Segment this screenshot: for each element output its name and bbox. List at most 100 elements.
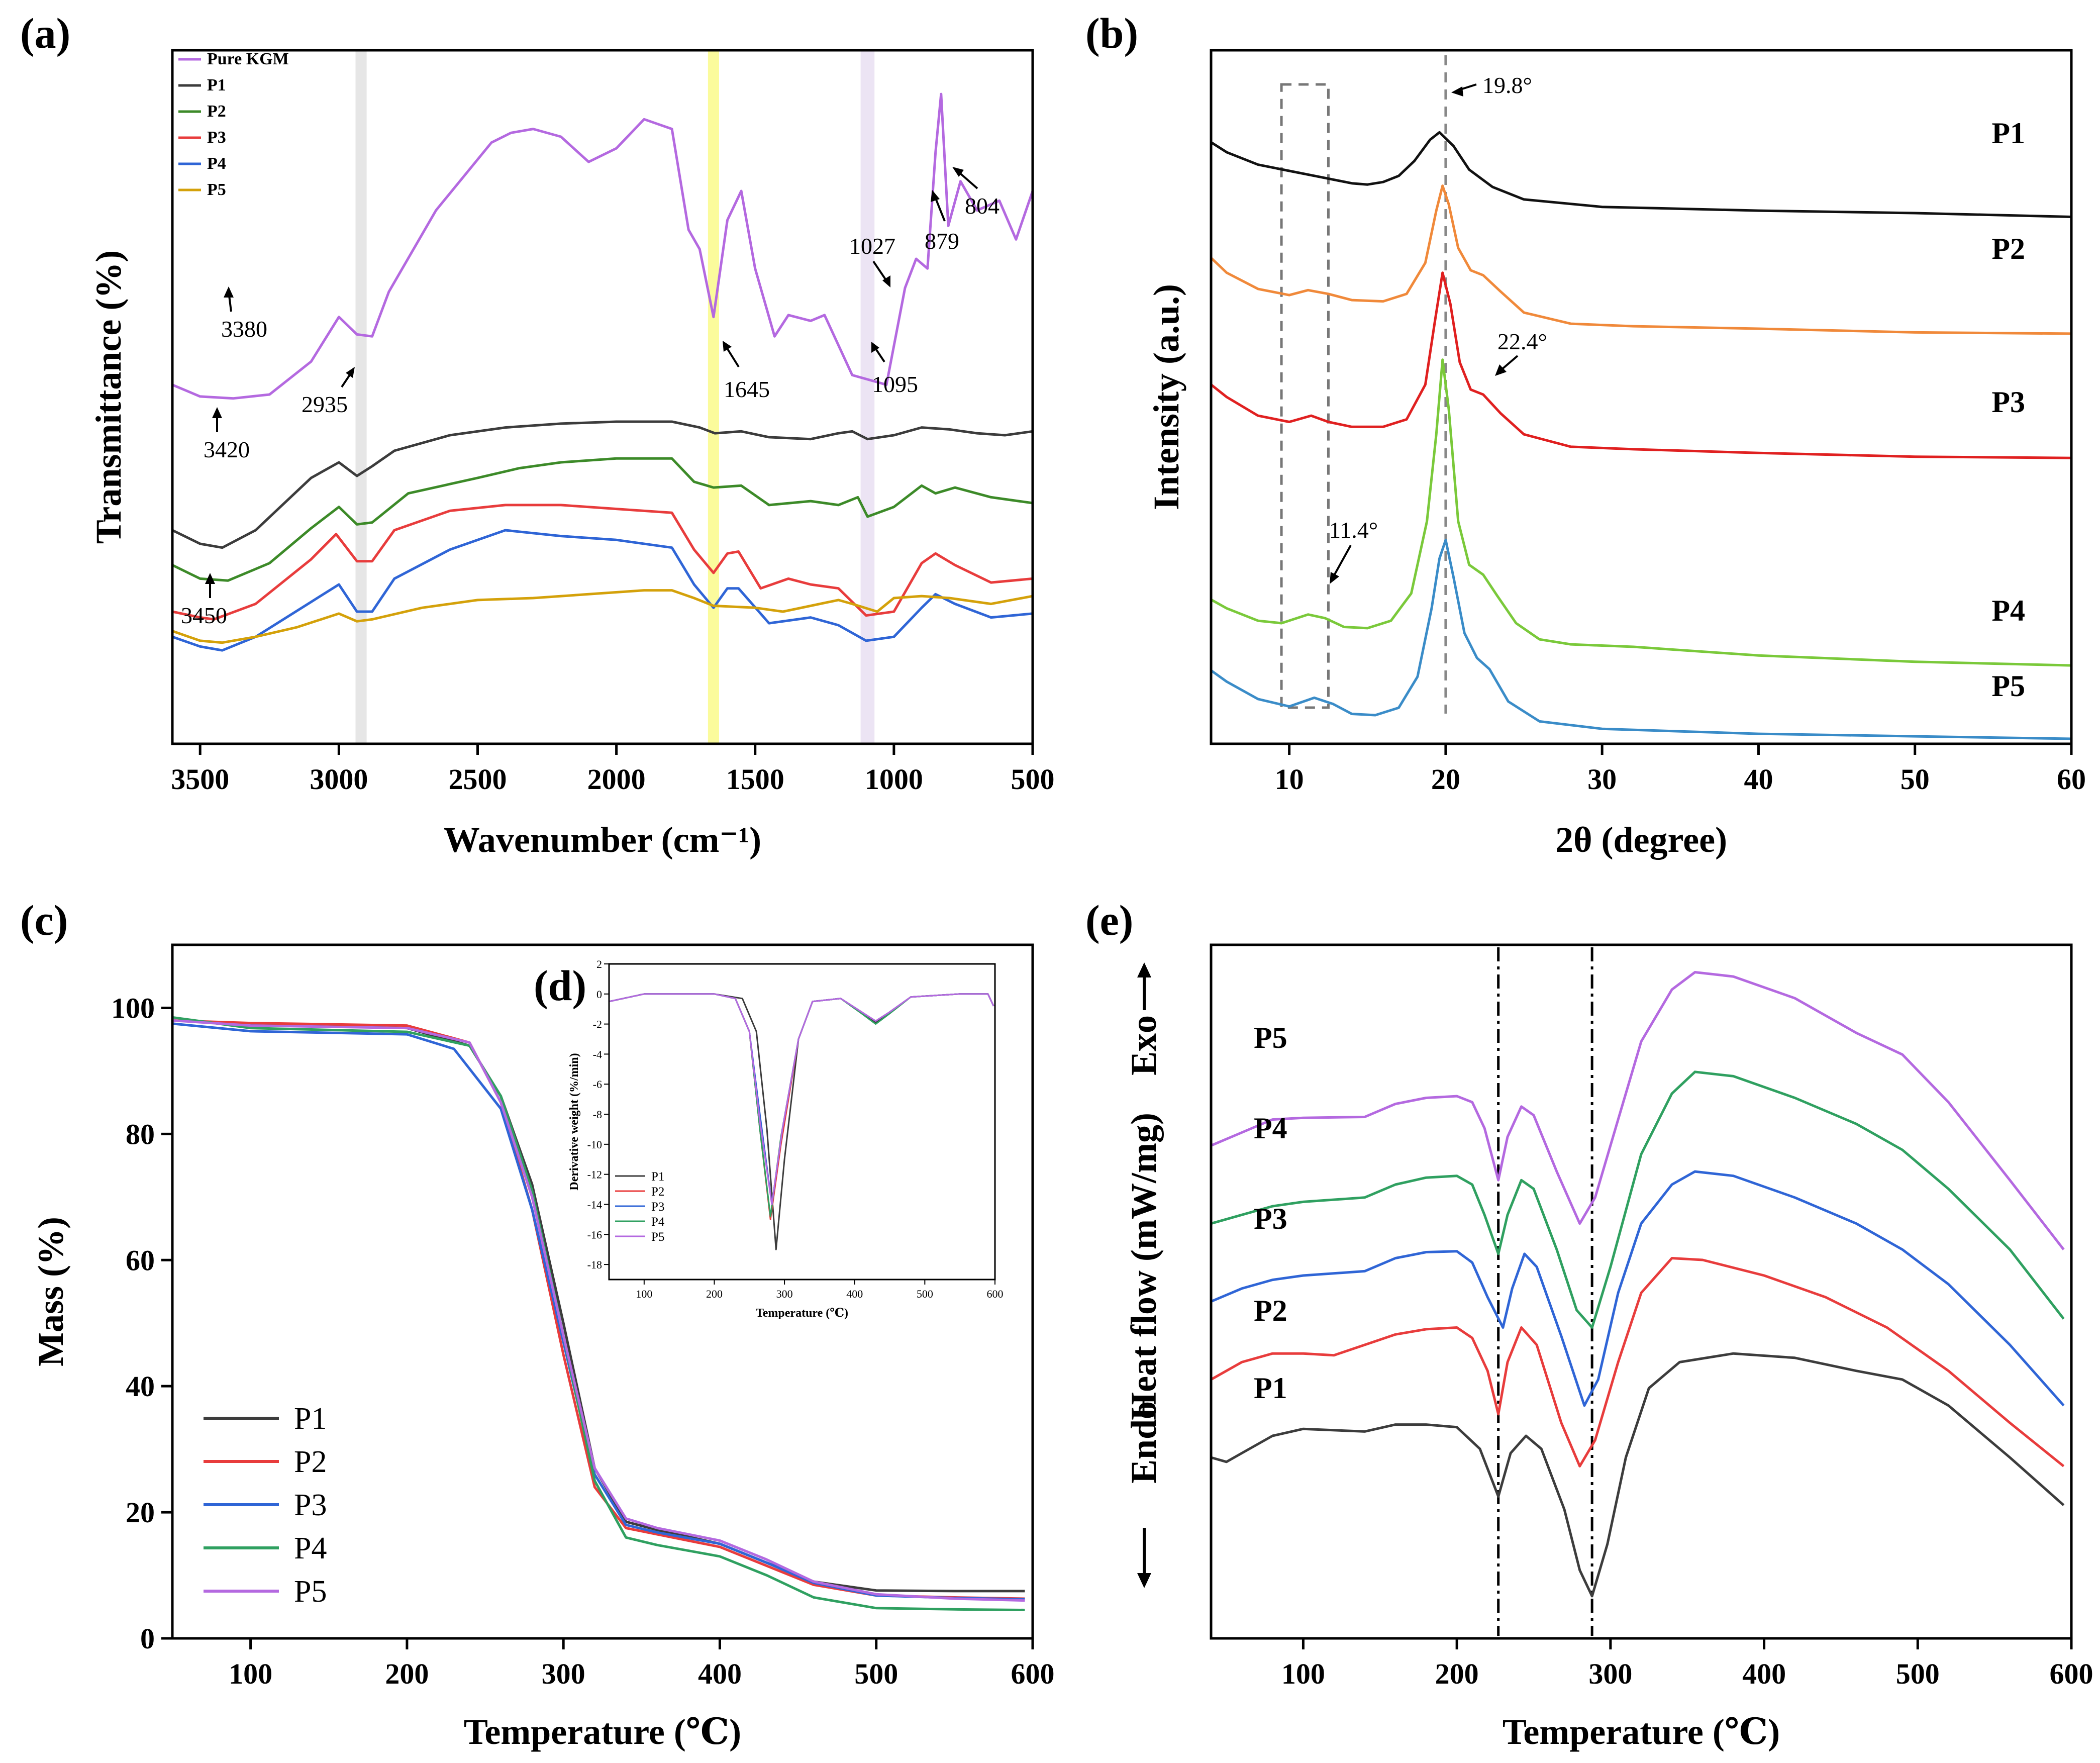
y-axis-title-e: Endo Heat flow (mW/mg) Exo [1124,962,1164,1588]
highlight-band-1 [708,50,719,744]
y-axis-title-d: Derivative weight (%/min) [568,1053,581,1190]
ticks-c: 100 200 300 400 500 600 0 20 40 60 80 100 [111,992,1055,1690]
x-tick-label: 600 [2050,1657,2093,1690]
x-tick-label: 100 [1281,1657,1325,1690]
series-line-p3 [1210,271,2072,459]
series-line-p2 [171,457,1033,582]
dtg-series [609,993,994,1250]
x-tick-label: 500 [1011,763,1055,796]
x-tick-label: 200 [1435,1657,1479,1690]
plot-frame-a [171,49,1034,745]
x-tick-label: 200 [706,1288,723,1300]
plot-frame-c [171,943,1034,1640]
annotation-804: 804 [965,193,999,219]
series-line-p5 [1211,971,2065,1250]
legend-entry: P2 [207,102,226,121]
x-axis-title-b: 2θ (degree) [1555,820,1727,860]
series-label-p5: P5 [1254,1021,1287,1054]
series-line-p5 [172,1019,1025,1602]
legend-entry: P1 [207,76,226,94]
y-label-endo: Endo [1124,1401,1164,1484]
series-label-p2: P2 [1991,232,2025,265]
y-tick-label: -12 [587,1168,602,1181]
legend-entry: P5 [651,1230,664,1244]
legend-entry: P1 [294,1402,327,1436]
legend-entry: P2 [651,1185,664,1199]
series-line-p4 [1210,358,2072,667]
panel-label-d: (d) [534,961,586,1010]
series-label-p4: P4 [1254,1112,1287,1145]
legend-entry: P3 [651,1200,664,1214]
y-tick-label: -18 [587,1258,602,1271]
annotation-1095: 1095 [872,371,918,397]
legend-entry: P5 [294,1575,327,1609]
x-tick-label: 20 [1431,763,1460,796]
y-tick-label: 40 [126,1370,155,1403]
x-axis-title-c: Temperature (℃) [464,1712,741,1752]
x-tick-label: 200 [385,1657,429,1690]
series-line-p5 [1210,538,2072,740]
annotation-1027: 1027 [849,233,895,259]
series-line-p1 [1211,1352,2065,1598]
series-line-p1 [171,420,1033,549]
panel-label-b: (b) [1085,9,1138,57]
highlight-band-0 [355,50,367,744]
ftir-series [171,92,1034,652]
legend-entry: P3 [294,1488,327,1522]
x-axis-title-d: Temperature (℃) [756,1307,848,1320]
x-ticks-a: 3500 3000 2500 2000 1500 1000 500 [171,744,1055,796]
series-label-p2: P2 [1254,1294,1287,1327]
panel-label-e: (e) [1085,896,1133,944]
y-axis-title-c: Mass (%) [31,1217,71,1366]
panel-label-a: (a) [20,9,70,57]
x-tick-label: 1500 [726,763,784,796]
annotation-11.4: 11.4° [1329,517,1378,543]
x-tick-label: 600 [1011,1657,1055,1690]
legend-entry: P1 [651,1170,664,1184]
x-tick-label: 1000 [865,763,923,796]
x-tick-label: 600 [987,1288,1004,1300]
xrd-series [1210,131,2072,740]
series-line-pure-kgm [172,92,1034,400]
arrow-endo-head [1137,1573,1151,1588]
legend-entry: P2 [294,1445,327,1479]
series-line-p5 [172,589,1033,644]
x-tick-label: 300 [776,1288,793,1300]
series-label-p4: P4 [1991,594,2025,627]
series-line-p4 [1211,1070,2065,1329]
panel-label-c: (c) [20,896,68,944]
annotation-2935: 2935 [302,391,348,417]
y-tick-label: -6 [593,1078,602,1091]
x-tick-label: 3000 [310,763,368,796]
y-tick-label: 20 [126,1496,155,1529]
annotation-19.8: 19.8° [1482,72,1532,98]
annotation-1645: 1645 [724,376,770,402]
annotation-3450: 3450 [181,603,227,628]
x-tick-label: 400 [1742,1657,1786,1690]
x-tick-label: 40 [1744,763,1773,796]
series-line-p4 [172,529,1033,652]
y-label-exo: Exo [1124,1015,1164,1075]
y-tick-label: -10 [587,1138,602,1151]
x-tick-label: 300 [1588,1657,1632,1690]
series-line-p5 [609,993,994,1205]
series-line-p4 [609,993,994,1217]
series-line-p3 [172,504,1033,621]
x-ticks-b: 10 20 30 40 50 60 [1275,744,2086,796]
plot-frame-e [1210,943,2073,1640]
x-tick-label: 400 [698,1657,742,1690]
series-line-p3 [609,993,994,1205]
x-tick-label: 100 [636,1288,652,1300]
y-tick-label: 60 [126,1244,155,1277]
y-label-heat-flow: Heat flow (mW/mg) [1124,1113,1164,1420]
legend-entry: Pure KGM [207,50,289,68]
x-tick-label: 10 [1275,763,1304,796]
guides-e [1497,947,1593,1636]
annotation-22.4: 22.4° [1497,329,1547,354]
series-labels-e: P5 P4 P3 P2 P1 [1254,1021,1287,1405]
tga-series [172,1016,1025,1611]
